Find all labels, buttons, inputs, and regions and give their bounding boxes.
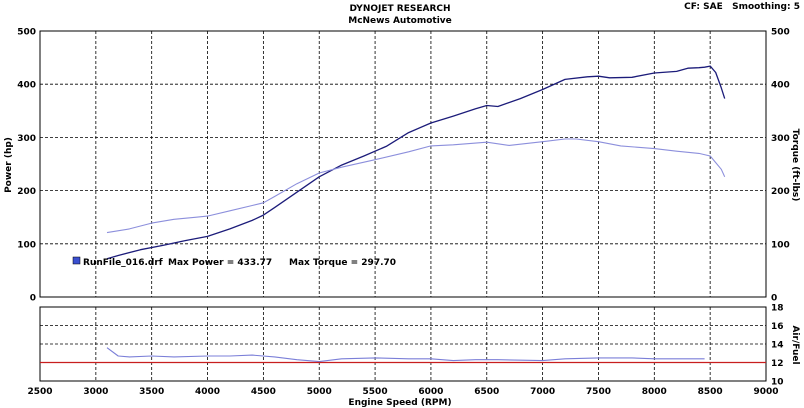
afr-axis-title: Air/Fuel [790, 325, 800, 364]
x-tick-label: 5500 [363, 387, 388, 397]
x-tick-label: 2500 [27, 387, 52, 397]
torque-tick-label: 0 [771, 294, 777, 304]
series-torque-line [107, 139, 725, 233]
afr-plot-series [40, 348, 766, 363]
x-tick-label: 4500 [251, 387, 276, 397]
afr-tick-label: 16 [771, 322, 784, 332]
power-axis-title: Power (hp) [4, 137, 14, 193]
torque-tick-label: 400 [771, 81, 790, 91]
x-tick-label: 3500 [139, 387, 164, 397]
torque-tick-label: 300 [771, 134, 790, 144]
torque-tick-label: 100 [771, 240, 790, 250]
x-tick-label: 3000 [83, 387, 108, 397]
afr-axis-ticks: 10 12 14 16 18 [771, 304, 784, 388]
legend-swatch [73, 257, 80, 264]
x-tick-label: 4000 [195, 387, 220, 397]
afr-tick-label: 14 [771, 341, 784, 351]
power-tick-label: 100 [17, 240, 36, 250]
power-tick-label: 500 [17, 28, 36, 38]
correction-settings: CF: SAE Smoothing: 5 [684, 2, 800, 12]
afr-air-fuel-line [107, 348, 705, 362]
chart-title: DYNOJET RESEARCH [349, 4, 450, 14]
afr-tick-label: 10 [771, 378, 784, 388]
afr-plot-grid [40, 307, 766, 381]
power-tick-label: 300 [17, 134, 36, 144]
legend-max-torque: Max Torque = 297.70 [289, 258, 396, 268]
torque-tick-label: 200 [771, 187, 790, 197]
x-tick-label: 5000 [307, 387, 332, 397]
x-tick-label: 7000 [530, 387, 555, 397]
x-tick-label: 7500 [586, 387, 611, 397]
x-axis-ticks: 2500 3000 3500 4000 4500 5000 5500 6000 6500 7000… [27, 387, 778, 397]
power-tick-label: 200 [17, 187, 36, 197]
chart-subtitle: McNews Automotive [348, 16, 452, 26]
torque-tick-label: 500 [771, 28, 790, 38]
power-tick-label: 0 [30, 294, 36, 304]
torque-axis-ticks: 0 100 200 300 400 500 [771, 28, 790, 304]
legend: RunFile_016.drf Max Power = 433.77 Max T… [73, 257, 396, 268]
series-power-line [107, 66, 725, 259]
x-tick-label: 6000 [418, 387, 443, 397]
torque-axis-title: Torque (ft-lbs) [790, 129, 800, 202]
legend-max-power: Max Power = 433.77 [168, 258, 272, 268]
afr-tick-label: 12 [771, 359, 784, 369]
power-axis-ticks: 0 100 200 300 400 500 [17, 28, 36, 304]
x-tick-label: 9000 [753, 387, 778, 397]
x-tick-label: 6500 [474, 387, 499, 397]
legend-run-file: RunFile_016.drf [83, 258, 163, 268]
x-tick-label: 8000 [642, 387, 667, 397]
x-tick-label: 8500 [698, 387, 723, 397]
power-tick-label: 400 [17, 81, 36, 91]
main-plot-series [107, 66, 725, 259]
x-axis-title: Engine Speed (RPM) [348, 398, 451, 408]
afr-tick-label: 18 [771, 304, 784, 314]
